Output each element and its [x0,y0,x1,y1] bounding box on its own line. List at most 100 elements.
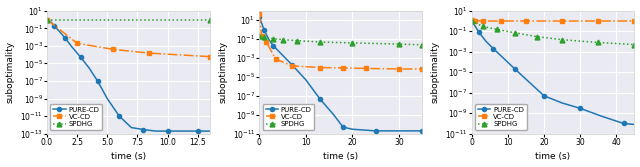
PURE-CD [152,130,159,132]
VC-CD [630,20,638,22]
PURE-CD [525,81,533,84]
SPDHG [269,38,277,40]
PURE-CD [61,37,69,39]
SPDHG [533,36,541,38]
Y-axis label: suboptimality: suboptimality [218,41,227,103]
SPDHG [493,28,501,30]
PURE-CD [490,48,497,50]
VC-CD [479,20,486,22]
SPDHG [558,39,566,41]
PURE-CD [330,114,337,116]
Line: PURE-CD: PURE-CD [470,19,637,127]
VC-CD [558,20,566,22]
SPDHG [349,42,356,44]
VC-CD [73,42,81,44]
PURE-CD [258,22,266,24]
Line: SPDHG: SPDHG [257,34,424,47]
PURE-CD [176,130,184,132]
PURE-CD [483,40,490,42]
VC-CD [255,13,263,15]
PURE-CD [468,20,476,22]
PURE-CD [500,58,508,60]
Line: PURE-CD: PURE-CD [45,18,212,133]
PURE-CD [55,30,63,32]
VC-CD [595,20,602,22]
Legend: PURE-CD, VC-CD, SPDHG: PURE-CD, VC-CD, SPDHG [263,104,314,130]
Line: SPDHG: SPDHG [469,19,637,47]
PURE-CD [577,107,584,109]
SPDHG [468,20,476,22]
PURE-CD [206,130,214,132]
SPDHG [511,32,519,34]
PURE-CD [279,54,287,56]
PURE-CD [194,130,202,132]
VC-CD [522,20,530,22]
PURE-CD [472,25,479,27]
VC-CD [419,68,426,70]
VC-CD [316,66,324,68]
PURE-CD [540,95,548,97]
PURE-CD [349,128,356,130]
Y-axis label: suboptimality: suboptimality [431,41,440,103]
PURE-CD [43,19,51,21]
VC-CD [472,20,479,22]
PURE-CD [260,29,268,31]
PURE-CD [255,16,263,18]
VC-CD [258,35,266,37]
VC-CD [468,19,476,21]
VC-CD [272,58,280,60]
X-axis label: time (s): time (s) [111,152,146,161]
PURE-CD [511,68,519,70]
VC-CD [288,65,296,67]
PURE-CD [339,126,347,128]
PURE-CD [558,102,566,104]
PURE-CD [140,129,147,131]
PURE-CD [47,21,54,23]
VC-CD [43,19,51,21]
Line: VC-CD: VC-CD [469,18,637,23]
Y-axis label: suboptimality: suboptimality [6,41,15,103]
PURE-CD [77,56,84,58]
PURE-CD [115,115,123,117]
VC-CD [339,67,347,69]
PURE-CD [630,123,638,125]
SPDHG [260,36,268,38]
PURE-CD [85,67,93,69]
X-axis label: time (s): time (s) [536,152,571,161]
PURE-CD [598,115,605,117]
PURE-CD [265,38,273,40]
VC-CD [109,48,117,50]
PURE-CD [288,64,296,66]
SPDHG [255,35,263,37]
PURE-CD [269,45,277,47]
Legend: PURE-CD, VC-CD, SPDHG: PURE-CD, VC-CD, SPDHG [51,104,102,130]
VC-CD [206,56,214,58]
Line: VC-CD: VC-CD [257,11,424,71]
Legend: PURE-CD, VC-CD, SPDHG: PURE-CD, VC-CD, SPDHG [475,104,527,130]
VC-CD [497,20,504,22]
Line: VC-CD: VC-CD [45,17,212,59]
X-axis label: time (s): time (s) [323,152,358,161]
PURE-CD [620,122,627,124]
SPDHG [395,43,403,45]
SPDHG [316,41,324,43]
PURE-CD [164,130,172,132]
VC-CD [262,41,270,43]
PURE-CD [475,31,483,33]
VC-CD [395,68,403,70]
PURE-CD [372,130,380,132]
PURE-CD [93,80,101,82]
PURE-CD [316,98,324,100]
Line: PURE-CD: PURE-CD [257,15,424,133]
VC-CD [145,52,153,54]
SPDHG [419,44,426,46]
PURE-CD [127,127,135,129]
PURE-CD [395,130,403,132]
PURE-CD [51,25,58,27]
PURE-CD [67,45,75,47]
PURE-CD [104,98,111,100]
SPDHG [595,41,602,43]
PURE-CD [419,130,426,132]
SPDHG [292,40,300,42]
SPDHG [279,39,287,41]
